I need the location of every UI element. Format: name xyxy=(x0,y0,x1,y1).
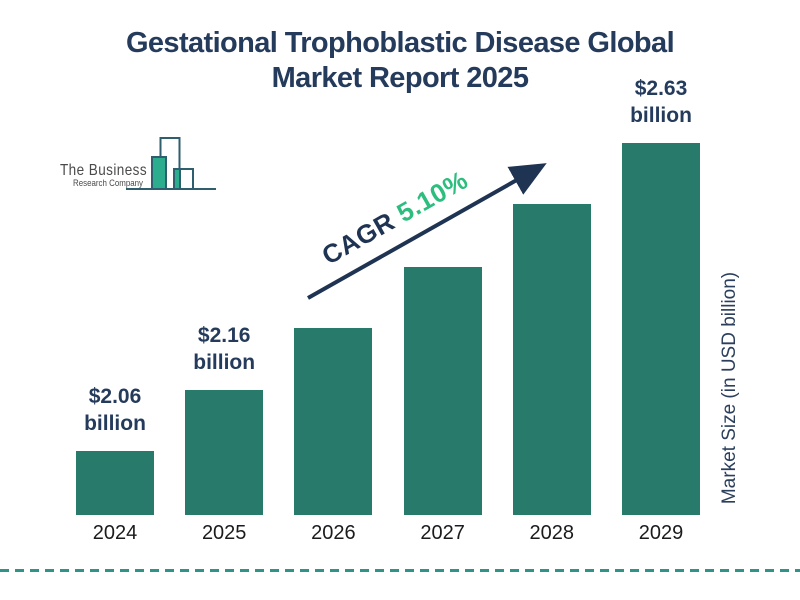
bar-2027 xyxy=(403,267,482,515)
bar-2026 xyxy=(294,328,373,515)
page-title-line2: Market Report 2025 xyxy=(271,62,529,94)
bar-2029 xyxy=(622,143,700,515)
y-axis-label: Market Size (in USD billion) xyxy=(719,271,740,505)
logo-company-subname: Research Company xyxy=(73,178,143,189)
page-title: Gestational Trophoblastic Disease Global… xyxy=(0,26,800,96)
bar-2025 xyxy=(185,390,264,515)
x-tick-2027: 2027 xyxy=(420,522,465,544)
value-label-2029: $2.63 billion xyxy=(630,77,692,127)
bottom-dashed-divider xyxy=(0,569,800,572)
bar-2024 xyxy=(76,451,154,515)
value-label-2024: $2.06 billion xyxy=(84,385,146,435)
x-tick-2026: 2026 xyxy=(311,522,356,544)
x-tick-2028: 2028 xyxy=(529,522,575,544)
company-logo: The Business Research Company xyxy=(60,137,216,190)
logo-bar-chart-icon xyxy=(126,137,216,190)
logo-company-name: The Business xyxy=(60,162,147,179)
x-tick-2029: 2029 xyxy=(638,522,684,544)
x-tick-2024: 2024 xyxy=(92,522,138,544)
bar-2028 xyxy=(512,204,591,515)
x-tick-2025: 2025 xyxy=(201,522,247,544)
page-title-line1: Gestational Trophoblastic Disease Global xyxy=(125,27,675,59)
value-label-2025: $2.16 billion xyxy=(193,324,256,374)
